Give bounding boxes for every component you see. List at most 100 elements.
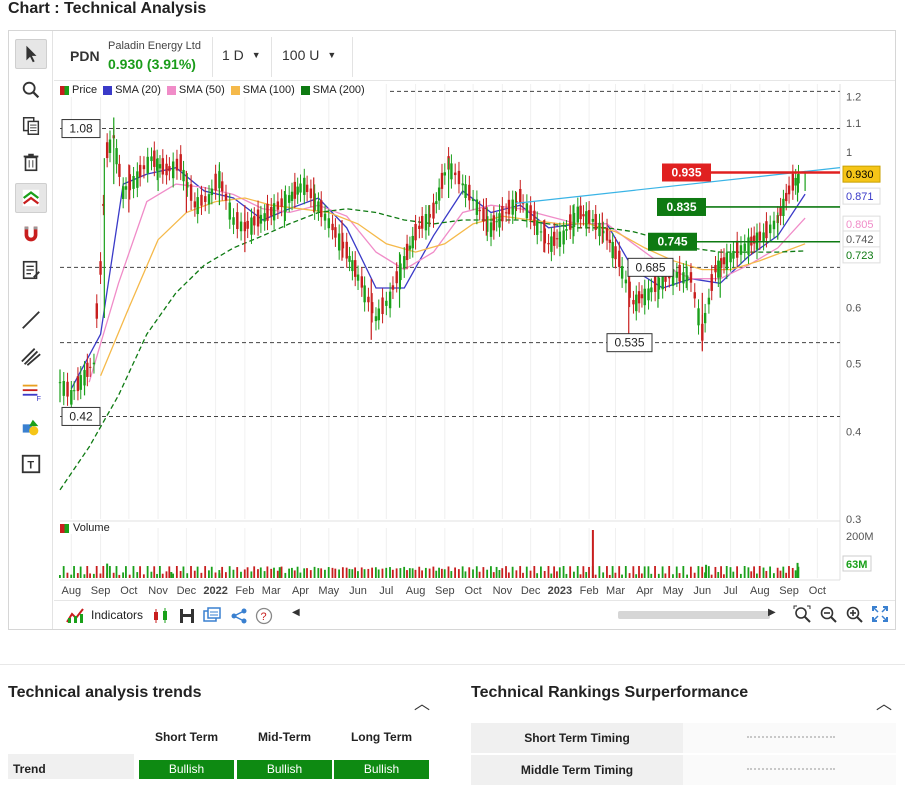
volume-bar — [628, 573, 631, 578]
interval-dropdown[interactable]: 1 D ▼ — [222, 47, 261, 63]
price-candle — [555, 238, 559, 240]
volume-bar — [556, 571, 558, 578]
cursor-icon[interactable] — [15, 39, 47, 69]
share-icon[interactable] — [230, 607, 248, 625]
indicators-button[interactable]: Indicators — [66, 606, 143, 624]
price-candle — [367, 296, 370, 303]
zoom-in-icon[interactable] — [845, 605, 863, 623]
price-candle — [108, 139, 112, 153]
price-candle — [739, 245, 743, 255]
chart-footer-toolbar: Indicators ? ◀ ▶ — [54, 600, 895, 629]
volume-bar — [576, 566, 579, 578]
volume-bar — [765, 570, 768, 578]
volume-bar — [507, 572, 510, 578]
price-candle — [221, 181, 224, 192]
legend-item-sma50[interactable]: SMA (50) — [166, 84, 225, 96]
text-icon[interactable]: T — [15, 449, 47, 479]
volume-bar — [614, 572, 617, 578]
price-candle — [189, 184, 193, 201]
save-icon[interactable] — [178, 607, 196, 625]
volume-bar — [303, 568, 306, 578]
units-dropdown[interactable]: 100 U ▼ — [282, 47, 336, 63]
column-header: Mid-Term — [257, 730, 312, 744]
chart-type-icon[interactable] — [152, 607, 170, 625]
volume-bar — [208, 570, 210, 578]
templates-icon[interactable] — [203, 607, 221, 625]
table-row: Middle Term Timing — [471, 755, 896, 785]
price-candle — [276, 201, 280, 210]
svg-text:T: T — [27, 460, 34, 472]
price-candle — [693, 292, 696, 299]
legend-item-sma200[interactable]: SMA (200) — [300, 84, 365, 96]
parallel-lines-icon[interactable] — [15, 341, 47, 371]
price-candle — [66, 381, 69, 397]
price-candle — [468, 184, 471, 201]
price-candle — [743, 243, 746, 251]
volume-bar — [246, 567, 249, 578]
price-candle — [533, 210, 536, 226]
legend-label: SMA (100) — [242, 84, 295, 96]
copy-icon[interactable] — [15, 111, 47, 141]
collapse-icon[interactable]: ︿ — [414, 696, 431, 713]
price-candle — [210, 188, 214, 196]
y-tick-label: 0.4 — [846, 426, 861, 438]
x-tick-label: Aug — [406, 585, 426, 597]
volume-bar — [782, 566, 785, 578]
price-candle — [79, 375, 82, 390]
zoom-out-icon[interactable] — [819, 605, 837, 623]
volume-bar — [83, 574, 86, 578]
line-icon[interactable] — [15, 305, 47, 335]
legend-item-sma100[interactable]: SMA (100) — [230, 84, 295, 96]
price-candle — [464, 184, 467, 198]
zoom-fit-icon[interactable] — [793, 605, 811, 623]
price-candle — [124, 186, 128, 190]
chart-scrollbar[interactable] — [618, 611, 770, 619]
trash-icon[interactable] — [15, 147, 47, 177]
volume-bar — [418, 566, 421, 578]
volume-bar — [253, 566, 256, 578]
zoom-search-icon[interactable] — [15, 75, 47, 105]
price-candle — [334, 227, 337, 238]
magnet-icon[interactable] — [15, 219, 47, 249]
scroll-right-button[interactable]: ▶ — [768, 607, 776, 618]
legend-item-price[interactable]: Price — [60, 84, 97, 96]
volume-bar — [635, 574, 638, 578]
company-name: Paladin Energy Ltd — [108, 40, 201, 52]
volume-bar — [363, 569, 366, 578]
volume-bar — [89, 573, 91, 578]
price-candle — [331, 223, 334, 231]
fibonacci-icon[interactable]: F — [15, 377, 47, 407]
volume-bar — [360, 567, 363, 578]
volume-bar — [306, 568, 308, 578]
price-candle — [395, 271, 398, 284]
volume-bar — [92, 573, 95, 578]
scroll-left-button[interactable]: ◀ — [292, 607, 300, 618]
volume-bar — [125, 566, 127, 578]
rankings-panel-title: Technical Rankings Surperformance — [471, 684, 749, 701]
collapse-icon[interactable]: ︿ — [876, 696, 893, 713]
volume-bar — [753, 566, 755, 578]
price-candle — [418, 225, 421, 230]
volume-bar — [678, 573, 681, 578]
volume-bar — [776, 567, 779, 578]
volume-bar — [657, 573, 660, 578]
price-candle — [562, 230, 565, 245]
fullscreen-icon[interactable] — [871, 605, 889, 623]
shapes-icon[interactable] — [15, 413, 47, 443]
volume-bar — [276, 570, 279, 578]
volume-bar — [142, 574, 145, 578]
magnet-trend-icon[interactable] — [15, 183, 47, 213]
help-icon[interactable]: ? — [255, 607, 273, 625]
price-candle — [521, 203, 525, 205]
volume-bar — [693, 572, 696, 578]
chart-header: PDN Paladin Energy Ltd 0.930 (3.91%) 1 D… — [54, 31, 895, 81]
legend-label: Price — [72, 84, 98, 96]
level-label-box — [657, 197, 706, 216]
notes-icon[interactable] — [15, 255, 47, 285]
price-candle — [435, 201, 438, 205]
legend-item-sma20[interactable]: SMA (20) — [103, 84, 161, 96]
volume-bar — [736, 566, 738, 578]
row-label: Trend — [13, 762, 46, 776]
volume-bar — [464, 571, 467, 578]
